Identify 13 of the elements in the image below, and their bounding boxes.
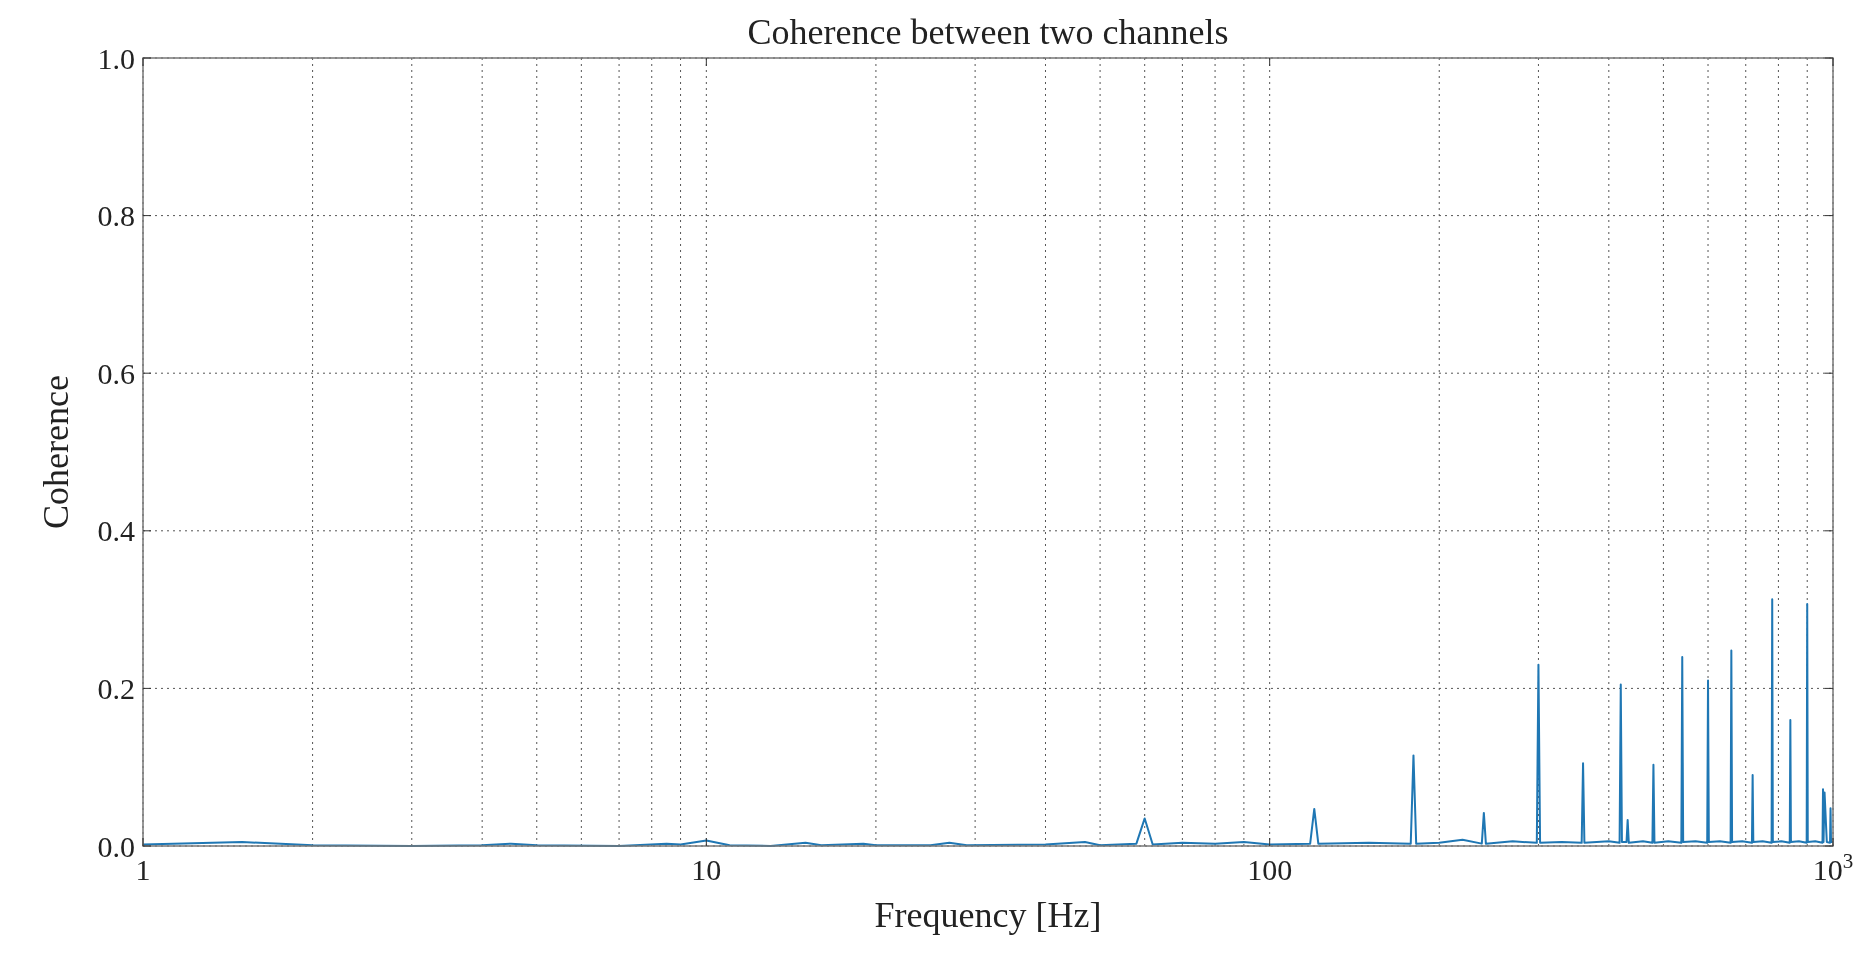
y-tick-label: 0.4 [97,514,135,548]
y-tick-label: 0.2 [97,671,135,705]
x-tick-label: 10 [691,853,722,886]
x-tick-label: 10$^{3}$ [1812,849,1854,886]
y-tick-label: 0.8 [97,199,135,233]
y-tick-label: 0.0 [97,829,135,863]
x-tick-label: 1 [135,853,151,886]
x-tick-label: 100 [1247,853,1293,886]
x-axis-title: Frequency [Hz] [874,895,1102,935]
y-tick-label: 0.6 [97,356,135,390]
y-tick-label: 1.0 [97,41,135,75]
y-axis-title: Coherence [36,375,76,529]
chart-title: Coherence between two channels [747,12,1229,52]
